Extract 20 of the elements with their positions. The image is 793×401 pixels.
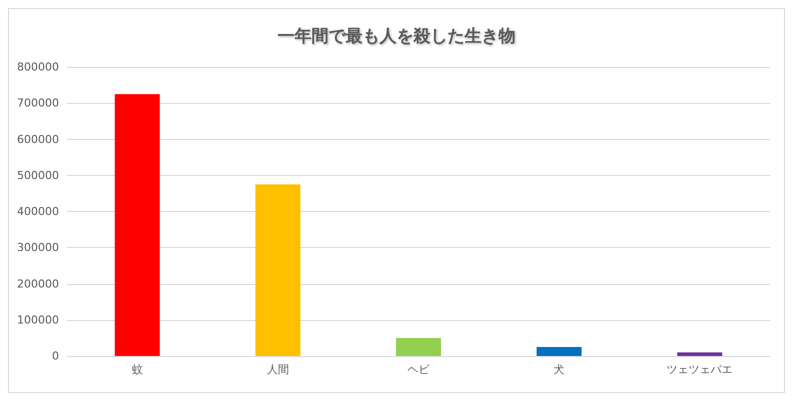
- y-tick-label: 500000: [17, 168, 59, 182]
- chart-title: 一年間で最も人を殺した生き物: [278, 26, 516, 46]
- y-tick-label: 700000: [17, 96, 59, 110]
- y-tick-label: 200000: [17, 277, 59, 290]
- y-tick-label: 300000: [17, 241, 59, 254]
- bar: [396, 338, 441, 356]
- bar: [114, 94, 160, 356]
- x-tick-label: 蚊: [132, 363, 143, 376]
- y-tick-label: 100000: [17, 313, 59, 326]
- x-tick-label: ヘビ: [408, 363, 430, 376]
- x-tick-label: 犬: [554, 363, 565, 376]
- x-tick-label: 人間: [266, 363, 289, 376]
- y-tick-label: 600000: [17, 132, 59, 146]
- y-tick-label: 800000: [17, 60, 59, 74]
- bar: [536, 346, 582, 356]
- bar: [677, 352, 722, 356]
- bar: [255, 184, 300, 356]
- x-tick-label: ツェツェバエ: [666, 363, 733, 376]
- y-tick-label: 400000: [17, 205, 59, 218]
- y-tick-label: 0: [52, 350, 59, 362]
